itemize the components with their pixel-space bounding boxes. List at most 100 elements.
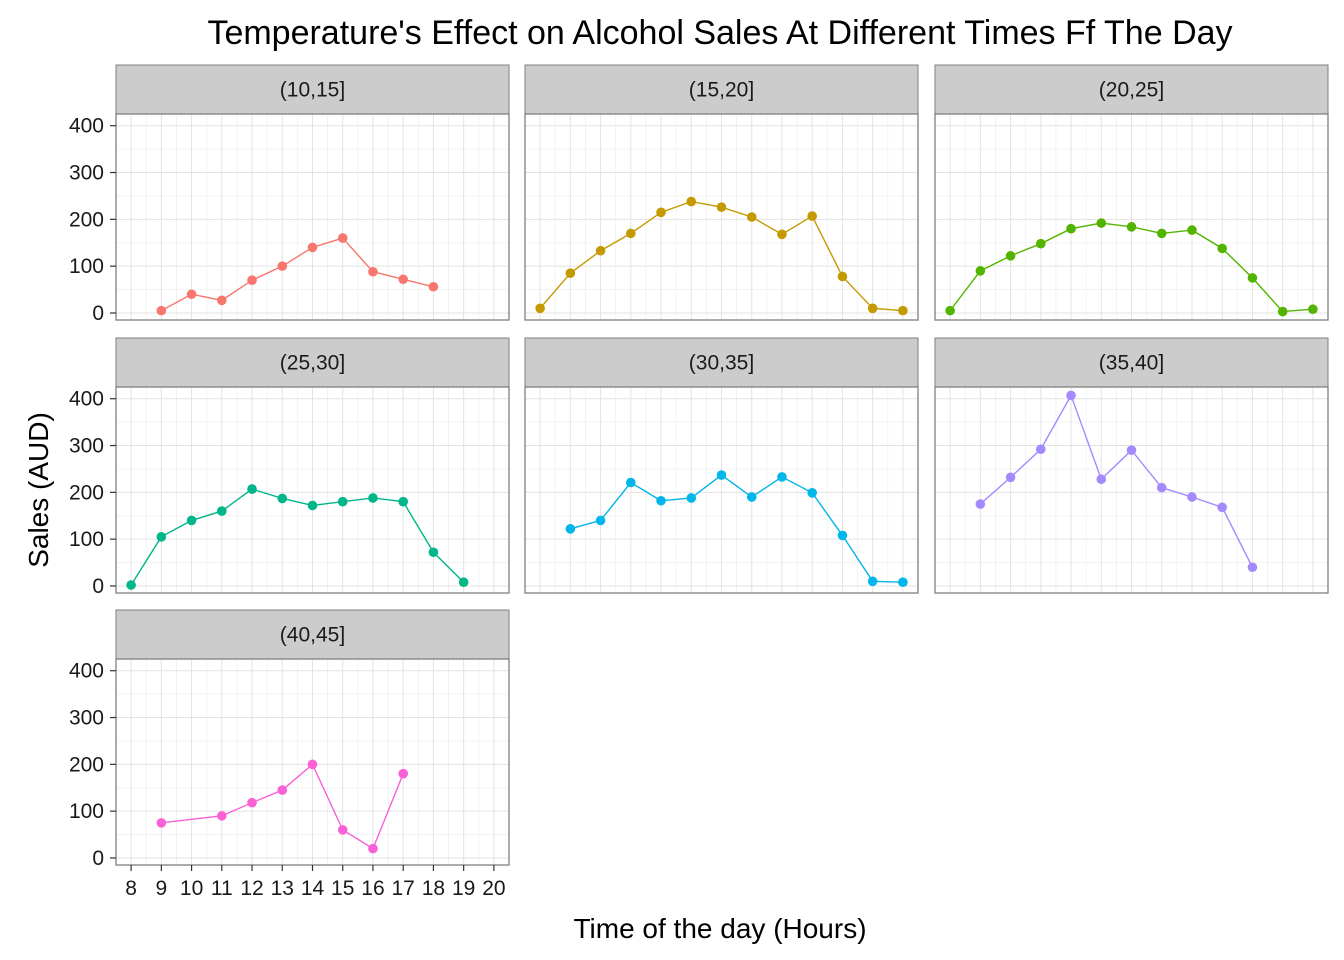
data-point	[898, 305, 908, 316]
facet-panel: (15,20]	[524, 64, 919, 321]
series-line	[979, 393, 1254, 568]
data-point	[1036, 238, 1046, 249]
data-point	[1066, 223, 1076, 234]
y-tick-label: 300	[69, 707, 104, 730]
data-point	[807, 488, 817, 498]
facet-panel: (35,40]	[934, 337, 1329, 594]
facet-strip-label: (20,25]	[1099, 79, 1164, 102]
data-point	[746, 492, 757, 502]
y-tick-label: 400	[69, 388, 104, 411]
y-tick-label: 400	[69, 660, 104, 683]
facet-strip	[115, 609, 510, 660]
facet-strip	[115, 337, 510, 388]
data-point	[307, 242, 318, 253]
data-point	[156, 818, 167, 828]
x-axis-title: Time of the day (Hours)	[573, 913, 866, 944]
data-point	[1096, 474, 1107, 485]
x-tick-label: 12	[240, 877, 263, 900]
facet-panel: (10,15] 0 100 200 300 400	[69, 64, 510, 325]
data-point	[398, 496, 408, 507]
data-point	[1217, 243, 1227, 254]
data-point	[277, 493, 288, 504]
y-tick-label: 0	[92, 847, 104, 870]
x-tick-label: 18	[422, 877, 445, 900]
data-point	[217, 295, 227, 306]
panel-border	[934, 386, 1329, 594]
data-point	[1277, 306, 1288, 317]
y-tick-label: 300	[69, 435, 104, 458]
data-point	[247, 275, 257, 286]
facet-strip-label: (40,45]	[280, 624, 345, 647]
data-point	[428, 281, 439, 292]
data-point	[975, 266, 986, 276]
y-tick-label: 0	[92, 575, 104, 598]
data-point	[777, 229, 787, 240]
data-point	[247, 484, 257, 494]
series-line	[570, 474, 903, 583]
data-point	[1126, 222, 1137, 232]
x-tick-label: 17	[392, 877, 415, 900]
data-point	[716, 470, 727, 480]
data-point	[247, 797, 257, 808]
data-point	[337, 496, 348, 507]
data-point	[1187, 492, 1197, 502]
data-point	[898, 577, 908, 588]
x-tick-label: 11	[211, 877, 233, 900]
y-tick-label: 400	[69, 115, 104, 138]
data-point	[337, 233, 348, 243]
panel-border	[115, 113, 510, 321]
data-point	[156, 305, 167, 316]
data-point	[595, 245, 606, 256]
data-point	[277, 785, 288, 795]
facet-strip	[524, 64, 919, 115]
data-point	[398, 274, 408, 285]
data-point	[1005, 251, 1016, 261]
data-point	[686, 493, 697, 503]
data-point	[458, 577, 469, 588]
facet-strip-label: (25,30]	[280, 352, 345, 375]
data-point	[777, 472, 787, 482]
data-point	[307, 500, 318, 511]
data-point	[1096, 218, 1107, 228]
data-point	[1308, 304, 1318, 315]
y-axis-title: Sales (AUD)	[23, 412, 54, 568]
facet-strip-label: (30,35]	[689, 352, 754, 375]
x-tick-label: 8	[125, 877, 137, 900]
facet-strip	[934, 64, 1329, 115]
data-point	[867, 576, 878, 587]
x-tick-label: 13	[271, 877, 294, 900]
data-point	[1247, 273, 1258, 283]
data-point	[656, 207, 666, 218]
data-point	[1156, 482, 1167, 493]
x-tick-label: 9	[156, 877, 168, 900]
facet-panel: (20,25]	[934, 64, 1329, 321]
series-line	[161, 763, 404, 850]
data-point	[656, 495, 666, 506]
facet-strip-label: (35,40]	[1099, 352, 1164, 375]
y-tick-label: 0	[92, 302, 104, 325]
data-point	[1036, 444, 1046, 455]
facet-panel: (30,35]	[524, 337, 919, 594]
data-point	[1126, 445, 1137, 456]
data-point	[1066, 390, 1076, 401]
data-point	[368, 493, 378, 503]
facet-strip-label: (15,20]	[689, 79, 754, 102]
data-point	[975, 499, 986, 509]
data-point	[156, 532, 167, 542]
data-point	[368, 843, 378, 854]
y-tick-label: 100	[69, 800, 104, 823]
data-point	[595, 515, 606, 526]
facet-strip	[115, 64, 510, 115]
data-point	[307, 759, 318, 770]
y-tick-label: 100	[69, 255, 104, 278]
data-point	[716, 202, 727, 212]
data-point	[368, 266, 378, 277]
data-point	[186, 289, 197, 300]
y-tick-label: 200	[69, 208, 104, 231]
series-line	[161, 237, 434, 312]
data-point	[1187, 225, 1197, 235]
data-point	[398, 768, 408, 779]
facet-panel: (25,30] 0 100 200 300 400	[69, 337, 510, 598]
